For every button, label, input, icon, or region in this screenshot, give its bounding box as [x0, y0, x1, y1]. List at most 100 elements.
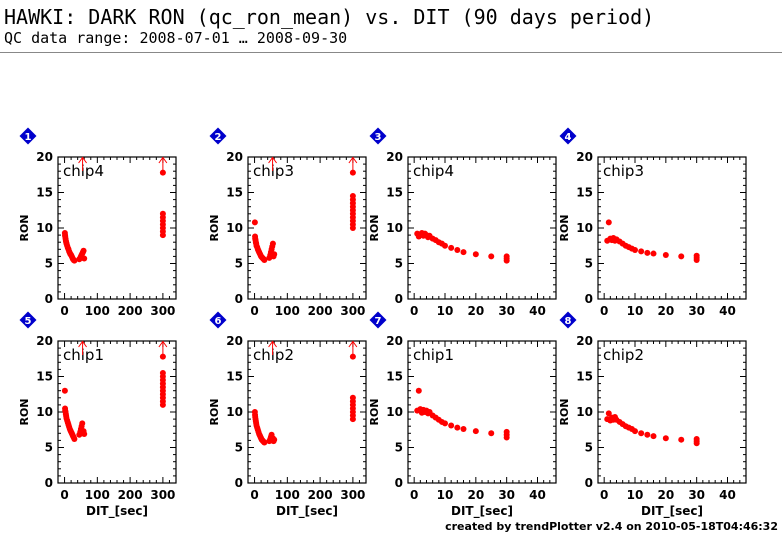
data-point	[448, 422, 455, 429]
y-axis-label: RON	[208, 398, 221, 425]
x-tick-label: 200	[118, 304, 143, 318]
panel-number: 4	[565, 132, 572, 143]
data-point	[454, 424, 461, 431]
panel-badge	[209, 127, 227, 145]
x-tick-label: 30	[688, 304, 705, 318]
y-tick-label: 10	[576, 405, 593, 419]
panel-badge	[559, 311, 577, 329]
data-point	[662, 435, 669, 442]
data-point	[650, 433, 657, 440]
data-point	[159, 169, 166, 176]
y-tick-label: 15	[386, 370, 403, 384]
y-tick-label: 10	[226, 221, 243, 235]
y-tick-label: 15	[226, 186, 243, 200]
y-axis-label: RON	[558, 214, 571, 241]
out-of-range-arrowhead	[158, 156, 168, 164]
y-tick-label: 15	[36, 370, 53, 384]
data-point	[349, 193, 356, 200]
y-tick-label: 20	[386, 334, 403, 348]
panel-number: 6	[215, 316, 222, 327]
data-point	[442, 242, 448, 249]
data-point	[349, 353, 356, 360]
x-tick-label: 300	[340, 488, 365, 502]
x-tick-label: 100	[275, 488, 300, 502]
data-point	[644, 249, 651, 256]
y-tick-label: 0	[585, 476, 593, 490]
data-point	[678, 436, 685, 443]
x-axis-label: DIT_[sec]	[276, 504, 338, 519]
y-tick-label: 10	[36, 221, 53, 235]
y-axis-label: RON	[558, 398, 571, 425]
y-tick-label: 15	[386, 186, 403, 200]
y-tick-label: 0	[395, 476, 403, 490]
y-tick-label: 0	[45, 476, 53, 490]
y-tick-label: 0	[235, 476, 243, 490]
out-of-range-arrowhead	[268, 156, 277, 164]
y-tick-label: 10	[386, 221, 403, 235]
x-tick-label: 30	[498, 304, 515, 318]
data-point	[488, 430, 495, 437]
x-tick-label: 200	[118, 488, 143, 502]
data-point	[454, 247, 461, 254]
y-tick-label: 5	[45, 257, 53, 271]
x-tick-label: 10	[437, 488, 454, 502]
x-axis-label: DIT_[sec]	[451, 504, 513, 519]
y-tick-label: 5	[235, 257, 243, 271]
chip-label: chip1	[63, 346, 104, 364]
panel-number: 7	[375, 316, 382, 327]
data-point	[693, 435, 700, 442]
y-tick-label: 15	[36, 186, 53, 200]
data-point	[269, 240, 276, 247]
data-point	[632, 247, 638, 254]
x-tick-label: 0	[410, 488, 418, 502]
panel-number: 3	[375, 132, 382, 143]
panel-badge	[209, 311, 227, 329]
data-point	[488, 253, 495, 260]
x-axis-label: DIT_[sec]	[641, 504, 703, 519]
y-tick-label: 0	[395, 292, 403, 306]
x-tick-label: 10	[627, 304, 644, 318]
chart-panel-7: 0 5 10 15 20 0 10 20 30 40 RON DIT_[sec] chip1 7	[368, 311, 557, 519]
data-point	[71, 435, 78, 442]
x-axis-label: DIT_[sec]	[86, 504, 148, 519]
out-of-range-arrowhead	[348, 340, 358, 348]
data-point	[442, 420, 448, 427]
x-tick-label: 0	[60, 304, 68, 318]
x-tick-label: 0	[250, 488, 258, 502]
y-tick-label: 20	[226, 334, 243, 348]
data-point	[159, 353, 166, 360]
x-tick-label: 30	[498, 488, 515, 502]
y-tick-label: 15	[576, 186, 593, 200]
data-point	[349, 169, 356, 176]
y-tick-label: 5	[235, 441, 243, 455]
y-tick-label: 0	[235, 292, 243, 306]
page-subtitle: QC data range: 2008-07-01 … 2008-09-30	[4, 29, 348, 47]
out-of-range-arrowhead	[268, 340, 277, 348]
x-tick-label: 40	[529, 488, 546, 502]
data-point	[271, 251, 278, 258]
y-tick-label: 10	[386, 405, 403, 419]
x-tick-label: 100	[85, 304, 110, 318]
chart-panel-4: 0 5 10 15 20 0 10 20 30 40 RON chip3 4	[558, 127, 747, 318]
x-tick-label: 0	[60, 488, 68, 502]
data-point	[472, 428, 479, 435]
y-tick-label: 5	[585, 257, 593, 271]
y-axis-label: RON	[208, 214, 221, 241]
y-axis-label: RON	[18, 398, 31, 425]
y-tick-label: 15	[576, 370, 593, 384]
x-tick-label: 200	[308, 304, 333, 318]
y-tick-label: 0	[585, 292, 593, 306]
y-tick-label: 10	[36, 405, 53, 419]
chip-label: chip2	[253, 346, 294, 364]
x-tick-label: 20	[657, 488, 674, 502]
y-tick-label: 20	[576, 150, 593, 164]
out-of-range-arrowhead	[78, 340, 87, 348]
y-tick-label: 20	[576, 334, 593, 348]
panel-number: 1	[25, 132, 32, 143]
x-tick-label: 300	[150, 488, 175, 502]
data-point	[261, 256, 268, 263]
chip-label: chip4	[63, 162, 104, 180]
y-tick-label: 15	[226, 370, 243, 384]
y-tick-label: 20	[36, 150, 53, 164]
